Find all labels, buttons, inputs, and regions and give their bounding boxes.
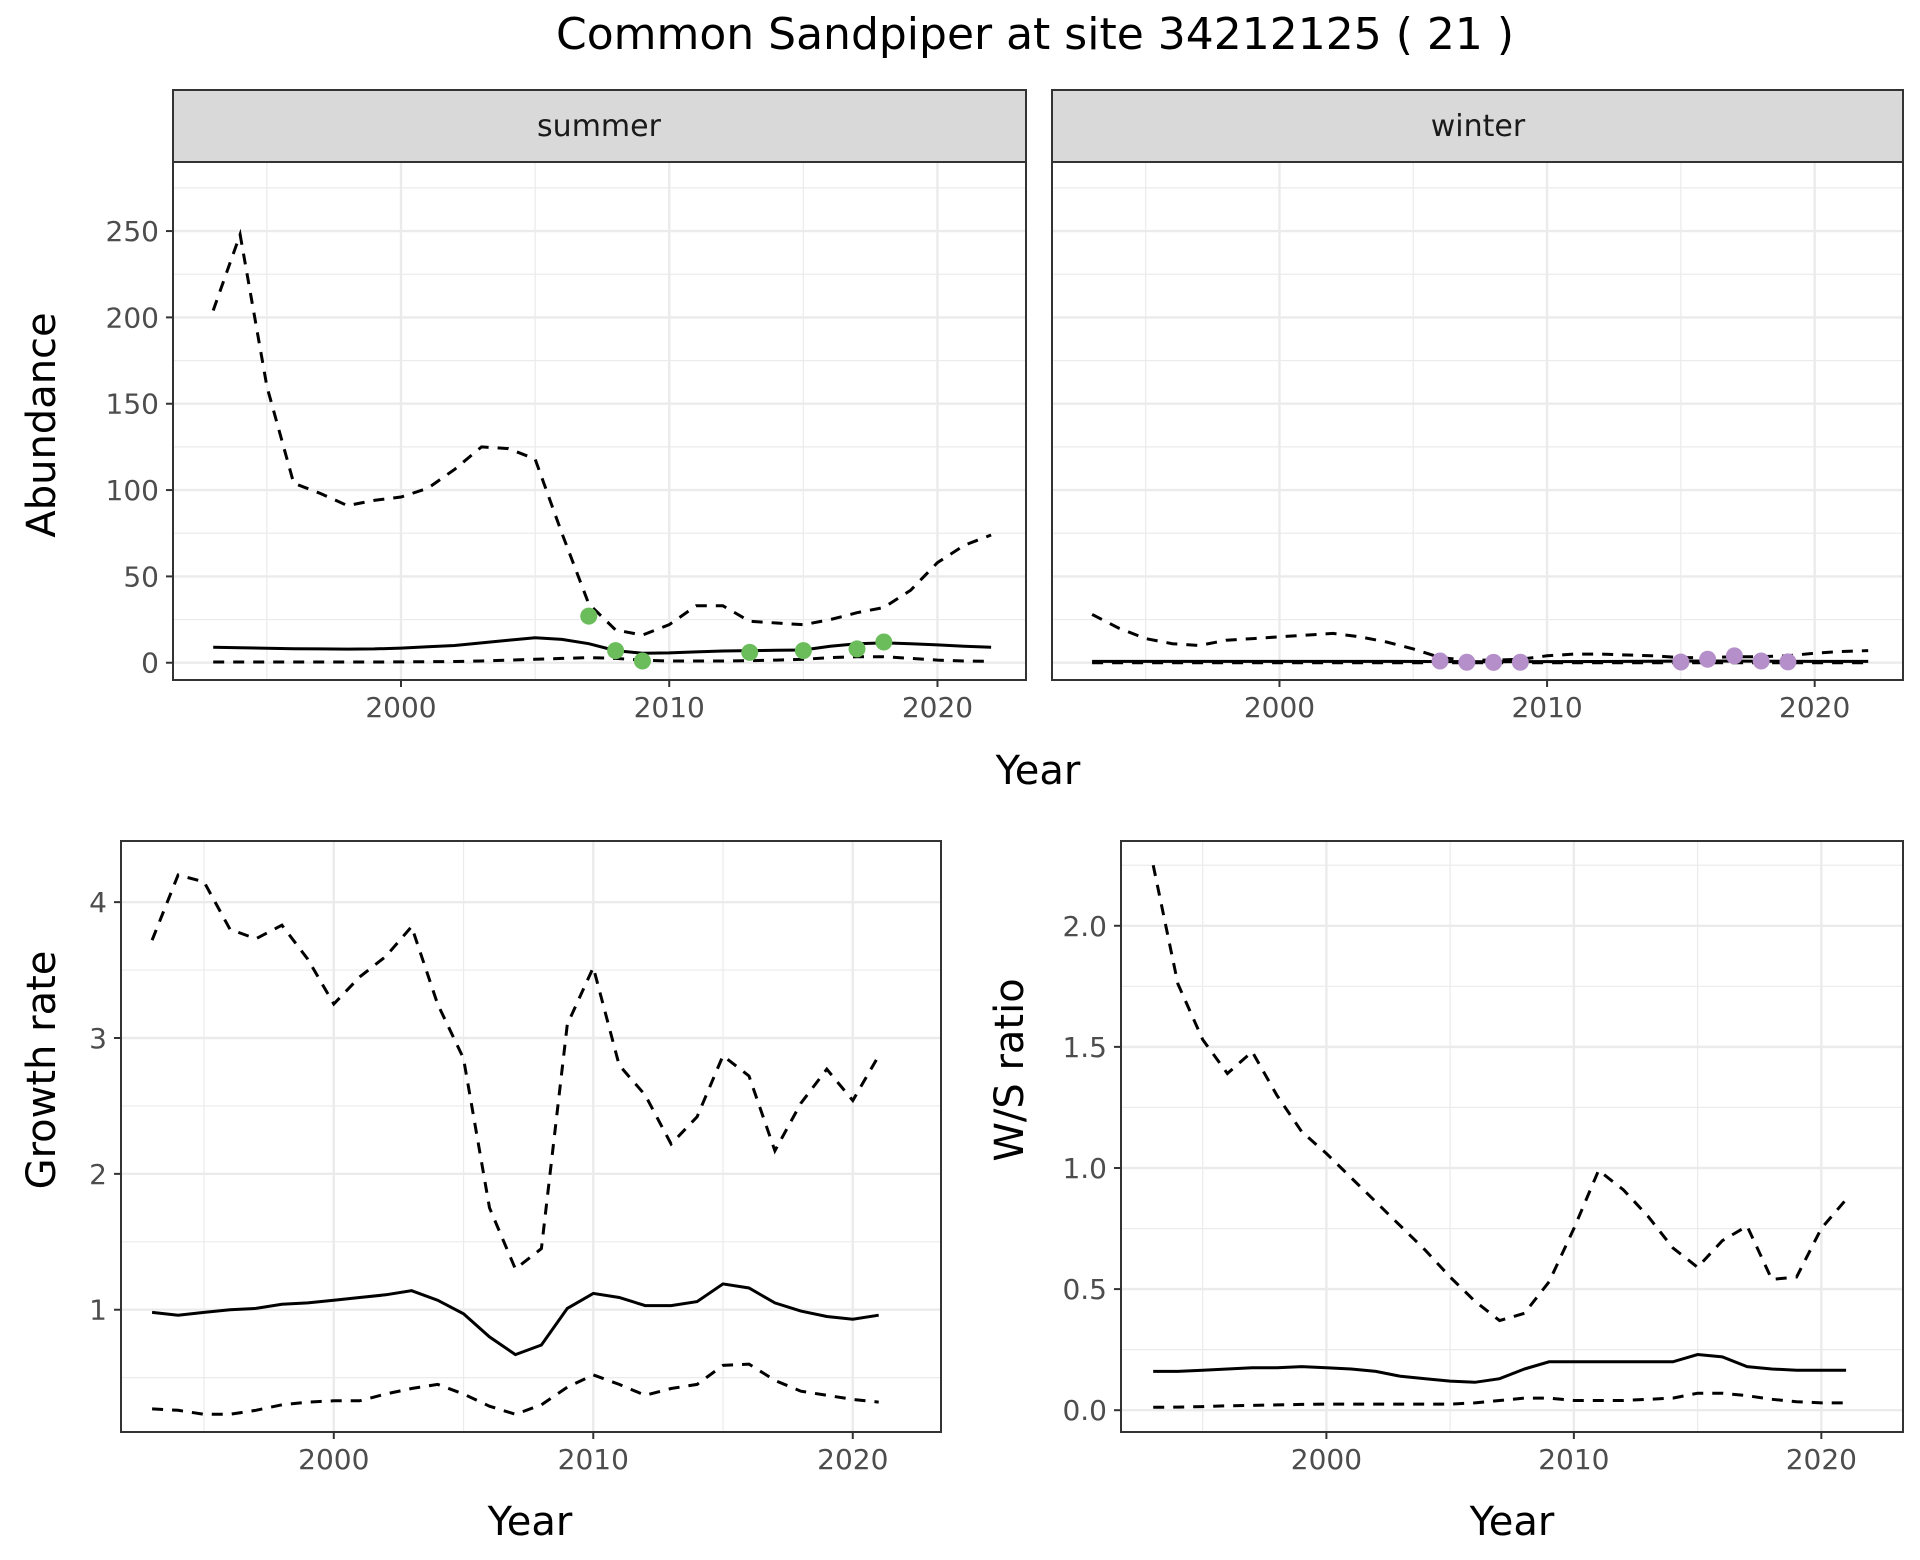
x-tick-label: 2010 xyxy=(1511,691,1582,724)
ratio-y-axis-title: W/S ratio xyxy=(987,978,1033,1161)
winter-observed-point xyxy=(1458,653,1476,671)
growth-panel-border xyxy=(120,840,942,1433)
x-tick-label: 2000 xyxy=(298,1443,369,1476)
top-x-axis-title: Year xyxy=(995,748,1081,794)
x-tick-label: 2000 xyxy=(1291,1443,1362,1476)
summer-observed-point xyxy=(848,640,866,658)
growth-rate-panel: 2000 2010 2020 1 2 3 4 xyxy=(89,840,942,1476)
ratio-estimate-line xyxy=(1153,1352,1847,1384)
summer-observed-point xyxy=(794,642,812,660)
y-tick-label: 50 xyxy=(123,560,159,593)
x-tick-label: 2020 xyxy=(902,691,973,724)
abundance-y-axis-title: Abundance xyxy=(19,312,65,537)
winter-observed-point xyxy=(1431,652,1449,670)
winter-observed-point xyxy=(1779,653,1797,671)
summer-observed-point xyxy=(580,607,598,625)
ratio-x-axis-title: Year xyxy=(1469,1499,1555,1545)
summer-upper-line xyxy=(211,228,992,637)
winter-strip xyxy=(1051,89,1904,163)
ratio-panel-border xyxy=(1120,840,1904,1433)
x-tick-label: 2010 xyxy=(634,691,705,724)
summer-lower-line xyxy=(213,655,992,664)
summer-strip-label: summer xyxy=(537,109,662,144)
y-tick-label: 4 xyxy=(89,886,107,919)
y-tick-label: 250 xyxy=(106,215,159,248)
winter-observed-point xyxy=(1485,653,1503,671)
winter-strip-label: winter xyxy=(1431,109,1526,144)
growth-x-axis-title: Year xyxy=(487,1499,573,1545)
y-tick-label: 0.5 xyxy=(1062,1273,1107,1306)
x-tick-label: 2010 xyxy=(558,1443,629,1476)
y-tick-label: 0 xyxy=(141,647,159,680)
y-tick-label: 1.0 xyxy=(1062,1152,1107,1185)
x-tick-label: 2020 xyxy=(1779,691,1850,724)
y-tick-label: 200 xyxy=(106,301,159,334)
growth-lower-line xyxy=(152,1362,879,1416)
y-tick-label: 2.0 xyxy=(1062,910,1107,943)
y-tick-label: 2 xyxy=(89,1158,107,1191)
summer-observed-point xyxy=(875,633,893,651)
winter-observed-point xyxy=(1699,650,1717,668)
x-tick-label: 2000 xyxy=(1244,691,1315,724)
ratio-lower-line xyxy=(1153,1391,1847,1409)
winter-observed-point xyxy=(1725,647,1743,665)
y-tick-label: 1.5 xyxy=(1062,1031,1107,1064)
growth-estimate-line xyxy=(151,1282,879,1357)
summer-panel: 2000 2010 2020 0 50 100 150 200 250 xyxy=(106,161,1027,724)
ws-ratio-panel: 2000 2010 2020 0.0 0.5 1.0 1.5 2.0 xyxy=(1062,840,1904,1476)
figure-title: Common Sandpiper at site 34212125 ( 21 ) xyxy=(556,9,1514,60)
winter-observed-point xyxy=(1511,653,1529,671)
summer-observed-point xyxy=(607,642,625,660)
winter-observed-point xyxy=(1672,653,1690,671)
x-tick-label: 2020 xyxy=(817,1443,888,1476)
y-tick-label: 3 xyxy=(89,1022,107,1055)
summer-strip xyxy=(172,89,1027,163)
summer-observed-point xyxy=(741,643,759,661)
x-tick-label: 2020 xyxy=(1786,1443,1857,1476)
y-tick-label: 1 xyxy=(89,1294,107,1327)
y-tick-label: 100 xyxy=(106,474,159,507)
y-tick-label: 0.0 xyxy=(1062,1394,1107,1427)
winter-observed-point xyxy=(1752,652,1770,670)
y-tick-label: 150 xyxy=(106,388,159,421)
x-tick-label: 2010 xyxy=(1538,1443,1609,1476)
growth-y-axis-title: Growth rate xyxy=(19,951,65,1190)
ratio-upper-line xyxy=(1151,864,1848,1323)
x-tick-label: 2000 xyxy=(365,691,436,724)
summer-observed-point xyxy=(633,652,651,670)
